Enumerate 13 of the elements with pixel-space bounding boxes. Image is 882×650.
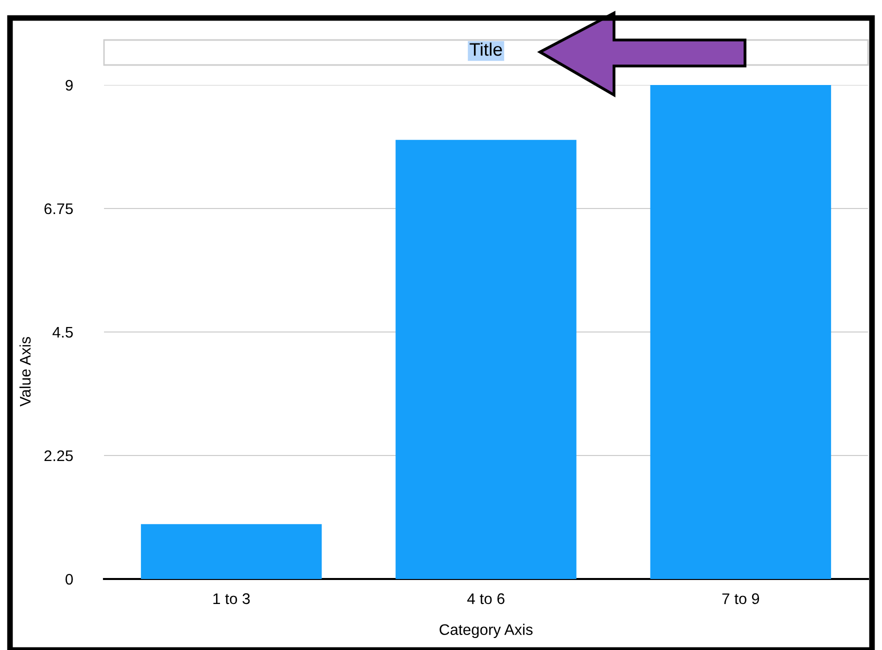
y-tick-label: 2.25: [44, 450, 73, 462]
y-tick-label: 0: [66, 574, 73, 585]
y-tick-label: 4.5: [52, 327, 73, 338]
y-tick-label: 6.75: [44, 203, 73, 214]
y-tick-label: 9: [66, 80, 73, 91]
y-axis-title: Value Axis: [19, 336, 31, 407]
x-axis-title: Category Axis: [440, 624, 533, 638]
bar: [396, 140, 576, 579]
chart-title: Title: [470, 42, 502, 56]
x-tick-label: 1 to 3: [213, 593, 250, 604]
x-tick-label: 4 to 6: [467, 593, 504, 604]
x-tick-label: 7 to 9: [722, 593, 760, 604]
bar: [140, 524, 322, 579]
